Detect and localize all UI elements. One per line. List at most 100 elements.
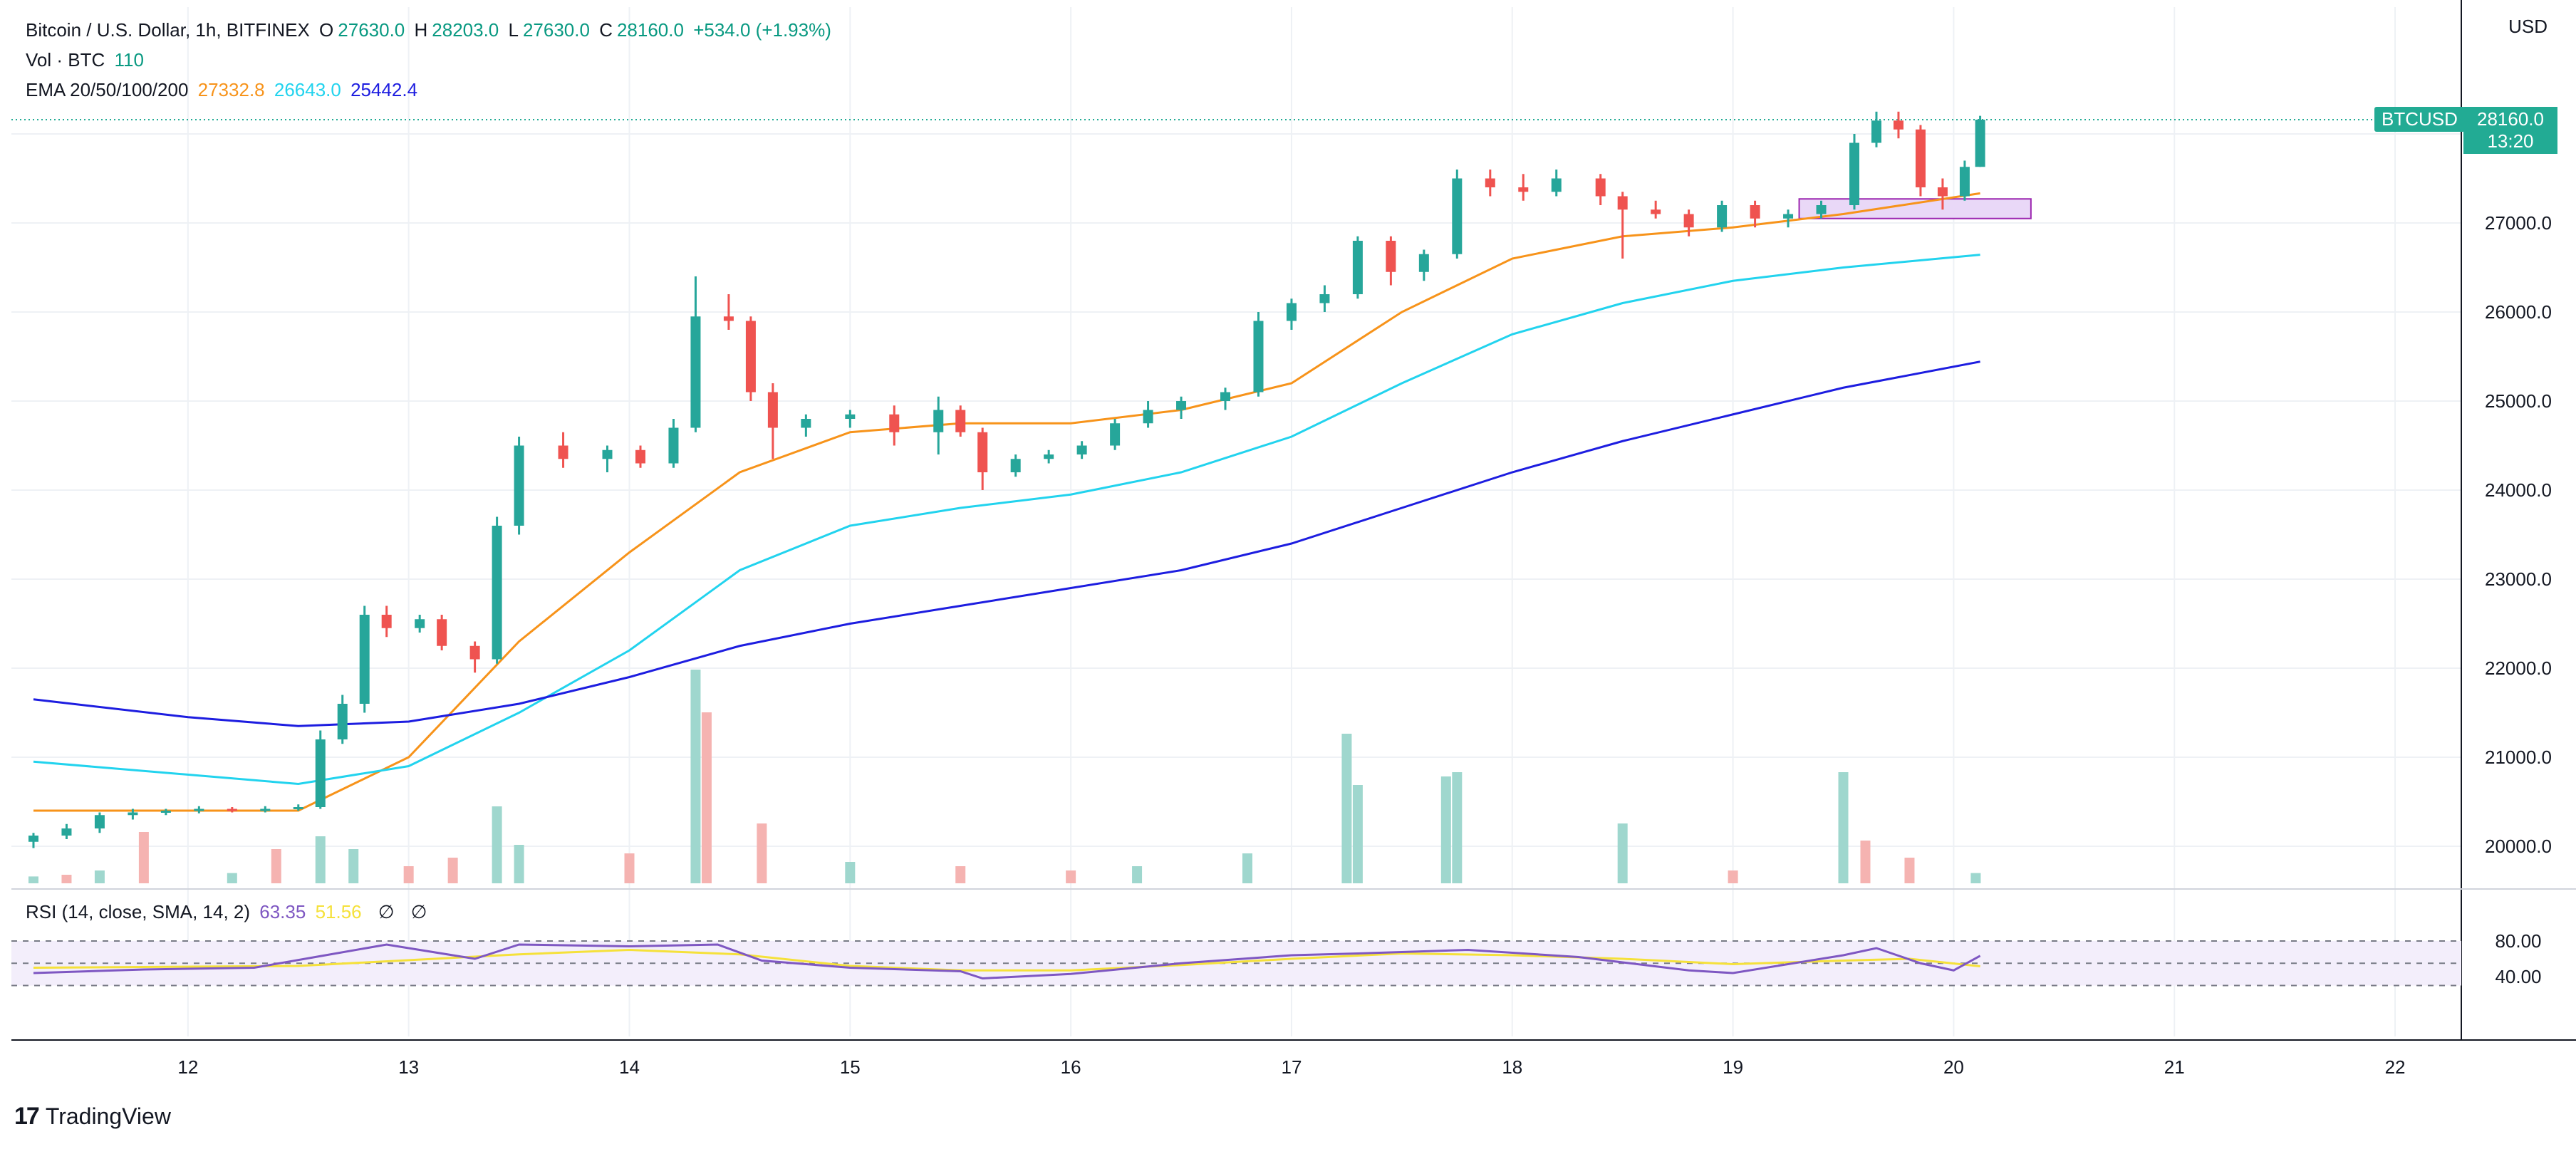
rsi-pane [11, 940, 2461, 987]
rsi-sma-value: 51.56 [315, 901, 362, 922]
volume-bar [271, 849, 281, 883]
volume-bar [28, 876, 38, 883]
candle-body [933, 410, 944, 432]
candle-body [128, 812, 138, 816]
candle-body [315, 739, 326, 807]
close-value: 28160.0 [616, 19, 684, 41]
symbol-tag: BTCUSD [2374, 107, 2465, 132]
candle-body [437, 619, 447, 646]
candle-body [635, 449, 645, 464]
rsi-tick: 80.00 [2495, 930, 2541, 952]
hide-icon[interactable]: ∅ [378, 901, 395, 922]
candle-body [1871, 120, 1881, 143]
candle-body [602, 449, 613, 459]
candle-body [767, 392, 778, 428]
price-tick: 24000.0 [2485, 479, 2552, 501]
candle-body [1076, 445, 1087, 454]
ema-lines [33, 192, 1980, 812]
last-price: 28160.0 [2477, 108, 2544, 130]
candle-body [381, 615, 392, 628]
ema100-line [33, 360, 1980, 727]
ema100-value: 25442.4 [350, 79, 418, 100]
candle-body [690, 316, 701, 428]
candle-body [558, 445, 568, 459]
candle-body [1959, 167, 1970, 197]
volume-bar [447, 858, 458, 883]
volume-bar [1838, 772, 1849, 883]
price-tick: 23000.0 [2485, 568, 2552, 590]
time-tick: 13 [398, 1056, 419, 1078]
rsi-line [33, 943, 1981, 980]
change-value: +534.0 (+1.93%) [693, 19, 831, 41]
candle-body [194, 809, 204, 811]
candle-body [260, 809, 271, 811]
price-tick: 26000.0 [2485, 301, 2552, 323]
rsi-sma-line [33, 948, 1980, 972]
volume-bar [138, 832, 149, 883]
ema20-line [33, 192, 1980, 812]
candle-body [1849, 142, 1859, 205]
volume-legend[interactable]: Vol · BTC 110 [26, 46, 148, 74]
volume-bar [845, 862, 856, 883]
price-tick: 27000.0 [2485, 212, 2552, 234]
volume-bar [701, 712, 712, 883]
ema50-line [33, 254, 1980, 786]
candle-body [514, 445, 524, 526]
open-value: 27630.0 [338, 19, 405, 41]
volume-bar [1341, 734, 1352, 883]
rsi-legend[interactable]: RSI (14, close, SMA, 14, 2) 63.35 51.56 … [26, 898, 431, 926]
ema-legend[interactable]: EMA 20/50/100/200 27332.8 26643.0 25442.… [26, 76, 422, 104]
volume-bars [28, 670, 1981, 883]
volume-bar [1617, 823, 1628, 883]
high-label: H [414, 19, 428, 41]
time-tick: 15 [840, 1056, 861, 1078]
volume-bar [1242, 853, 1252, 883]
volume-bar [1452, 772, 1463, 883]
time-tick: 21 [2164, 1056, 2185, 1078]
candle-body [1551, 178, 1562, 192]
candle-body [1485, 178, 1495, 187]
price-tick: 25000.0 [2485, 390, 2552, 412]
candle-body [745, 321, 756, 392]
candle-body [415, 619, 425, 628]
candle-body [1352, 241, 1363, 294]
symbol-legend[interactable]: Bitcoin / U.S. Dollar, 1h, BITFINEX O 276… [26, 16, 836, 44]
time-tick: 12 [177, 1056, 198, 1078]
candle-body [1220, 392, 1231, 401]
grid [11, 0, 2576, 1041]
volume-bar [1066, 870, 1076, 883]
candle-body [337, 704, 348, 739]
time-tick: 18 [1502, 1056, 1522, 1078]
candle-body [1893, 120, 1904, 130]
candle-body [1783, 214, 1794, 219]
candle-body [61, 828, 72, 836]
ema50-value: 26643.0 [274, 79, 341, 100]
hide-icon-2[interactable]: ∅ [410, 901, 427, 922]
volume-label: Vol · BTC [26, 49, 105, 71]
candle-body [1518, 187, 1529, 192]
candle-body [1386, 241, 1396, 272]
brand[interactable]: 17 TradingView [14, 1103, 171, 1130]
volume-bar [227, 873, 237, 883]
candle-body [889, 414, 900, 432]
candle-body [1915, 129, 1926, 187]
candle-body [668, 427, 679, 464]
tradingview-logo-icon: 17 [14, 1103, 40, 1130]
candle-body [1617, 196, 1628, 210]
volume-bar [690, 670, 701, 883]
candle-body [293, 807, 303, 809]
volume-bar [1728, 870, 1738, 883]
candle-body [1750, 205, 1760, 219]
candle-body [1110, 423, 1121, 446]
close-label: C [599, 19, 613, 41]
volume-bar [61, 875, 72, 883]
candle-body [1044, 454, 1054, 459]
open-label: O [319, 19, 334, 41]
candle-body [1717, 205, 1728, 228]
candle-body [1176, 401, 1187, 410]
candle-body [227, 809, 237, 811]
countdown: 13:20 [2487, 130, 2534, 152]
volume-bar [348, 849, 359, 883]
volume-value: 110 [114, 49, 144, 71]
